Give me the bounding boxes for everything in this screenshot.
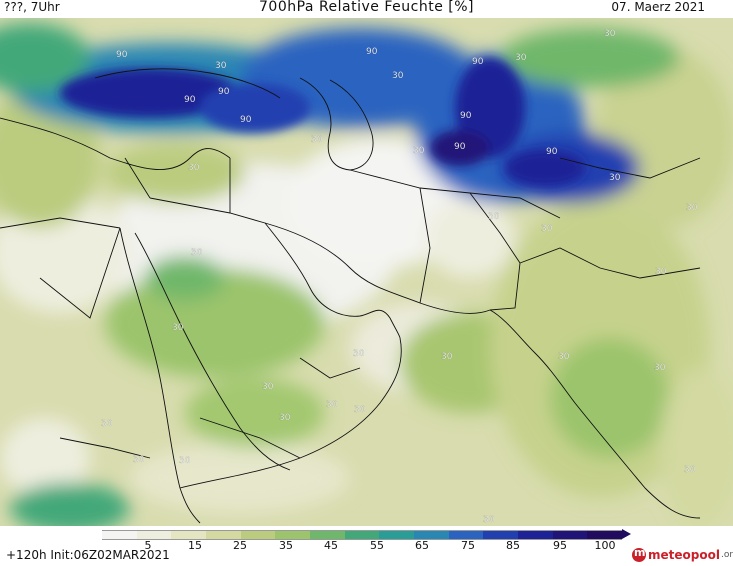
border-line: [0, 217, 121, 229]
coastline-india-west: [489, 309, 701, 519]
colorbar-segment: [206, 531, 241, 539]
colorbar-segment: [483, 531, 519, 539]
colorbar-segment: [379, 531, 415, 539]
border-line: [199, 417, 301, 459]
brand-tld: .org: [720, 550, 733, 560]
contour-label-30: 30: [392, 71, 404, 81]
brand-name: meteopool: [648, 548, 720, 562]
contour-label-30: 30: [188, 163, 200, 173]
colorbar-segment: [171, 531, 207, 539]
coastline-iran-south: [264, 222, 491, 314]
contour-label-30: 30: [354, 405, 366, 415]
meteopool-logo-icon: [632, 546, 646, 562]
colorbar-tick-label: 65: [415, 539, 429, 552]
contour-label-30: 30: [133, 455, 145, 465]
forecast-run-label: +120h Init:06Z02MAR2021: [6, 548, 170, 562]
contour-label-30: 30: [172, 323, 184, 333]
valid-time-label: ???, 7Uhr: [4, 0, 60, 14]
contour-label-30: 30: [684, 465, 696, 475]
colorbar-tick-label: 75: [461, 539, 475, 552]
contour-label-90: 90: [460, 111, 472, 121]
map-title: 700hPa Relative Feuchte [%]: [259, 0, 474, 15]
border-line: [299, 357, 361, 379]
contour-label-30: 30: [441, 352, 453, 362]
boundary-lines: [0, 68, 701, 524]
contour-label-30: 30: [488, 212, 500, 222]
coastline-red-sea-west: [119, 227, 201, 524]
contour-label-30: 30: [654, 363, 666, 373]
contour-label-90: 90: [184, 95, 196, 105]
coastline-black-sea: [94, 68, 281, 99]
colorbar-legend: 5 15 25 35 45 55 65 75 85 95 100 +120h Init:06Z02M…: [0, 526, 733, 566]
colorbar-segment: [102, 531, 137, 539]
contour-label-30: 30: [609, 173, 621, 183]
contour-label-90: 90: [454, 142, 466, 152]
contour-label-30: 30: [541, 224, 553, 234]
meteopool-logo[interactable]: meteopool .org: [632, 546, 733, 564]
contour-label-30: 30: [262, 382, 274, 392]
colorbar-tick-label: 95: [553, 539, 567, 552]
contour-label-90: 90: [366, 47, 378, 57]
contour-label-30: 30: [483, 515, 495, 525]
colorbar-segment: [414, 531, 449, 539]
colorbar-tick-label: 100: [594, 539, 616, 552]
contour-label-30: 30: [326, 400, 338, 410]
map-header: ???, 7Uhr 700hPa Relative Feuchte [%] 07…: [0, 0, 733, 18]
border-line: [559, 157, 701, 179]
border-line: [124, 157, 151, 199]
valid-date-label: 07. Maerz 2021: [611, 0, 705, 14]
coastline-levant: [0, 117, 231, 170]
contour-label-30: 30: [311, 135, 323, 145]
contour-label-30: 30: [279, 413, 291, 423]
contour-label-30: 30: [101, 419, 113, 429]
colorbar-segment: [136, 531, 172, 539]
contour-label-30: 30: [604, 29, 616, 39]
colorbar-tick-label: 45: [324, 539, 338, 552]
colorbar-tick-label: 55: [370, 539, 384, 552]
colorbar-tick-label: 5: [144, 539, 152, 552]
colorbar-tick-label: 85: [506, 539, 520, 552]
colorbar: [102, 530, 623, 540]
border-line: [419, 187, 431, 304]
border-line: [39, 227, 121, 319]
contour-label-90: 90: [116, 50, 128, 60]
colorbar-segment: [587, 531, 623, 539]
border-line: [519, 247, 701, 279]
humidity-map: 90 90 90 90 90 90 90 90 90 30 30 30 30 3…: [0, 18, 733, 526]
contour-label-30: 30: [515, 53, 527, 63]
coastline-persian-gulf: [264, 222, 401, 339]
contour-label-90: 90: [240, 115, 252, 125]
contour-label-30: 30: [558, 352, 570, 362]
colorbar-arrow: [622, 529, 631, 539]
colorbar-tick-label: 15: [188, 539, 202, 552]
contour-label-30: 30: [191, 248, 203, 258]
contour-label-90: 90: [218, 87, 230, 97]
colorbar-tick-label: 25: [233, 539, 247, 552]
contour-label-90: 90: [472, 57, 484, 67]
colorbar-segment: [552, 531, 588, 539]
contour-label-30: 30: [655, 267, 667, 277]
colorbar-segment: [240, 531, 276, 539]
colorbar-segment: [518, 531, 553, 539]
contour-label-30: 30: [179, 456, 191, 466]
contour-label-30: 30: [413, 146, 425, 156]
coastline-arabia-south: [179, 337, 402, 489]
coastline-arabia-west: [134, 232, 291, 471]
contour-label-30: 30: [215, 61, 227, 71]
colorbar-segment: [448, 531, 484, 539]
colorbar-tick-label: 35: [279, 539, 293, 552]
contour-label-90: 90: [546, 147, 558, 157]
contour-label-30: 30: [353, 349, 365, 359]
colorbar-segment: [344, 531, 380, 539]
colorbar-segment: [310, 531, 345, 539]
border-line: [59, 437, 151, 459]
colorbar-segment: [275, 531, 311, 539]
contour-label-30: 30: [686, 203, 698, 213]
contour-labels: 90 90 90 90 90 90 90 90 90 30 30 30 30 3…: [101, 29, 698, 525]
